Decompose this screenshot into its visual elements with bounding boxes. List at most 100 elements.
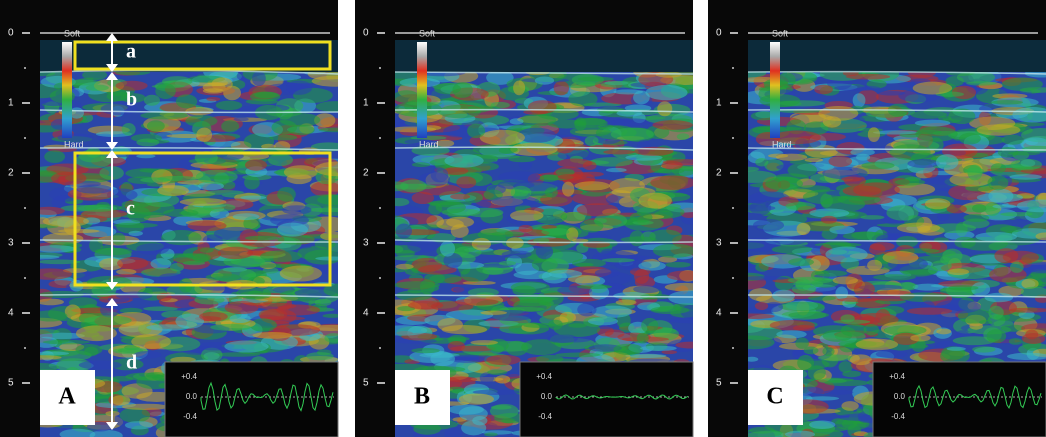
texture xyxy=(269,134,298,141)
texture xyxy=(771,245,813,254)
texture xyxy=(971,282,991,297)
texture xyxy=(946,204,967,214)
texture xyxy=(649,229,682,244)
fascia-line xyxy=(395,294,693,298)
arrow-head xyxy=(106,150,118,158)
texture xyxy=(668,317,693,324)
texture xyxy=(576,203,619,217)
depth-tick-label: 1 xyxy=(363,98,369,109)
texture xyxy=(959,132,981,145)
texture xyxy=(553,80,570,96)
texture xyxy=(395,183,437,190)
fascia-line xyxy=(748,70,1046,75)
waveform-tick-label: -0.4 xyxy=(183,412,197,421)
texture xyxy=(277,222,309,237)
texture xyxy=(185,107,214,116)
texture xyxy=(413,422,442,435)
texture xyxy=(929,223,977,233)
texture xyxy=(450,193,471,200)
texture xyxy=(124,421,154,430)
texture xyxy=(224,340,269,353)
texture xyxy=(195,341,235,351)
texture xyxy=(407,300,444,310)
fascia-line xyxy=(395,71,693,75)
texture xyxy=(772,289,795,302)
texture xyxy=(987,175,1009,191)
texture xyxy=(285,80,313,95)
texture xyxy=(44,150,66,163)
depth-tick-label: 4 xyxy=(8,308,14,319)
texture xyxy=(906,307,953,315)
texture xyxy=(143,306,178,312)
texture xyxy=(869,242,895,251)
texture xyxy=(972,346,996,353)
texture xyxy=(748,335,775,350)
texture xyxy=(947,268,970,276)
texture xyxy=(754,301,769,311)
texture xyxy=(636,332,649,344)
texture xyxy=(282,205,312,215)
texture xyxy=(315,101,338,112)
texture xyxy=(521,339,562,356)
texture xyxy=(992,93,1028,99)
texture xyxy=(472,389,520,395)
texture xyxy=(948,285,979,291)
arrow-head xyxy=(106,298,118,306)
texture xyxy=(215,100,243,111)
texture xyxy=(547,334,578,344)
texture xyxy=(773,130,821,145)
texture xyxy=(867,259,883,271)
texture xyxy=(587,317,619,326)
texture xyxy=(444,427,463,437)
texture xyxy=(976,192,1024,203)
texture xyxy=(136,243,169,255)
texture xyxy=(653,327,679,341)
texture xyxy=(446,376,478,383)
color-scale xyxy=(417,42,427,138)
texture xyxy=(872,130,918,135)
texture xyxy=(877,90,906,96)
texture xyxy=(395,90,420,103)
fascia-line xyxy=(40,239,338,243)
fascia-line xyxy=(40,109,338,114)
texture xyxy=(841,401,859,411)
texture xyxy=(784,430,816,437)
texture xyxy=(277,186,296,202)
texture xyxy=(990,163,1006,174)
panel-label: A xyxy=(58,384,76,410)
depth-tick-label: 4 xyxy=(716,308,722,319)
texture xyxy=(1016,199,1046,213)
texture xyxy=(143,94,161,106)
texture xyxy=(121,123,136,136)
minor-tick xyxy=(24,67,26,69)
texture xyxy=(283,165,318,180)
texture xyxy=(449,354,485,363)
texture xyxy=(840,314,855,323)
region-label: c xyxy=(126,198,135,220)
texture xyxy=(633,285,661,294)
texture xyxy=(765,176,804,191)
texture xyxy=(83,315,132,326)
region-label: a xyxy=(126,41,136,63)
texture xyxy=(657,168,685,174)
texture xyxy=(136,138,160,147)
texture xyxy=(56,358,92,373)
texture xyxy=(484,432,498,437)
texture xyxy=(676,133,690,140)
texture xyxy=(809,420,836,430)
texture xyxy=(755,158,769,167)
texture xyxy=(577,302,597,317)
texture xyxy=(633,90,650,105)
texture xyxy=(486,70,514,85)
texture xyxy=(841,176,862,182)
texture xyxy=(792,185,831,193)
texture xyxy=(442,167,469,175)
arrow-head xyxy=(106,282,118,290)
texture xyxy=(535,354,564,363)
texture xyxy=(596,105,622,110)
texture xyxy=(89,238,103,253)
texture xyxy=(439,240,456,257)
texture xyxy=(437,317,463,332)
texture xyxy=(638,261,666,271)
